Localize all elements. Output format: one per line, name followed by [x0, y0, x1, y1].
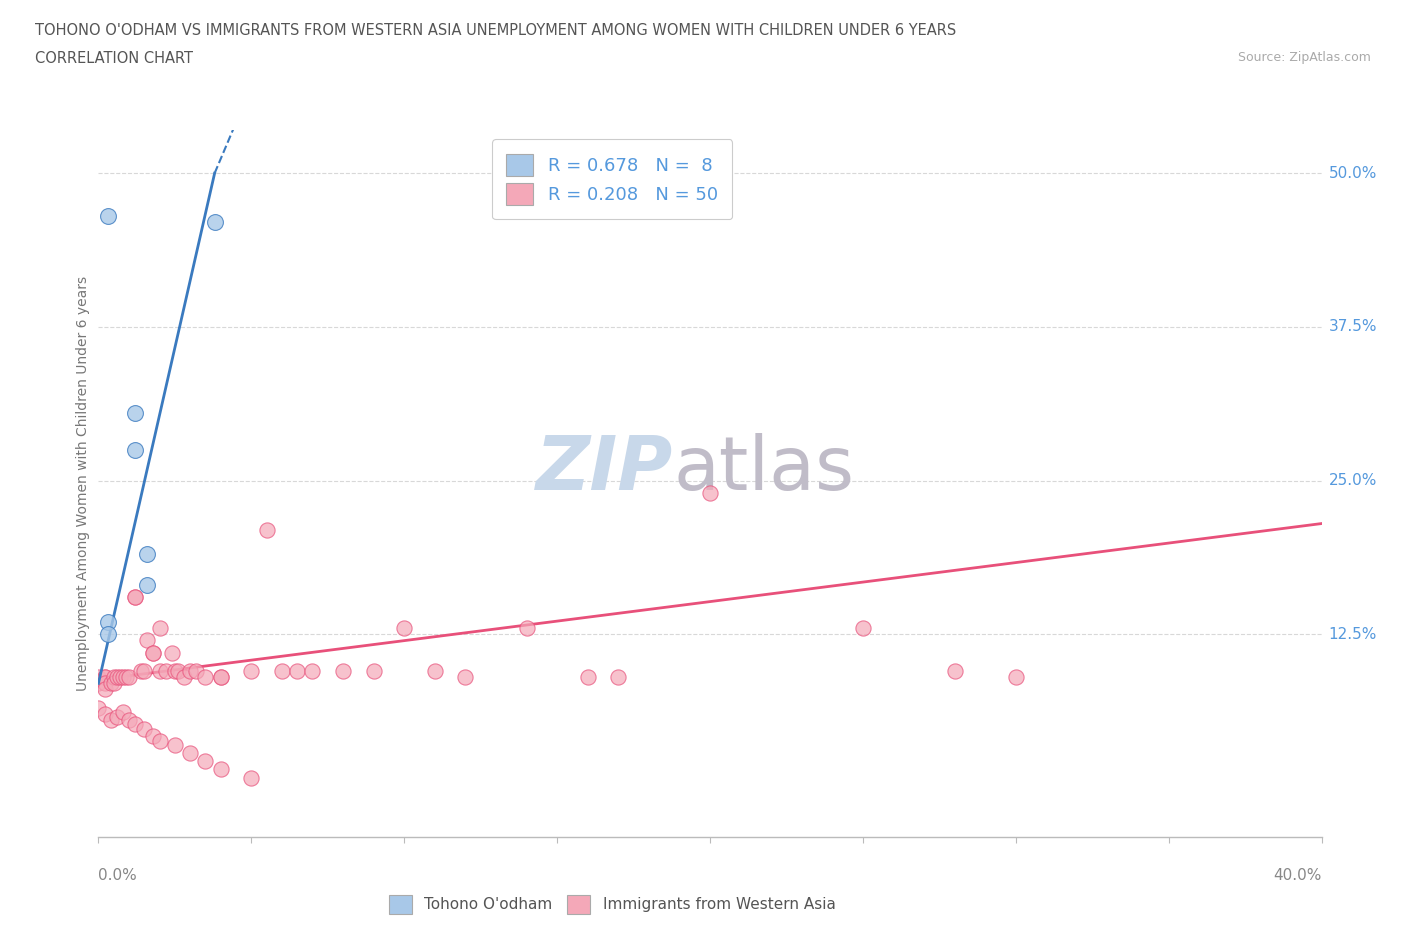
Point	[270, 664, 292, 679]
Point	[149, 734, 172, 749]
Point	[115, 670, 138, 684]
Point	[124, 590, 146, 604]
Point	[87, 670, 110, 684]
Point	[93, 707, 115, 722]
Text: atlas: atlas	[673, 433, 855, 506]
Point	[142, 729, 165, 744]
Point	[576, 670, 599, 684]
Point	[103, 670, 125, 684]
Y-axis label: Unemployment Among Women with Children Under 6 years: Unemployment Among Women with Children U…	[76, 276, 90, 691]
Text: CORRELATION CHART: CORRELATION CHART	[35, 51, 193, 66]
Point	[607, 670, 630, 684]
Point	[124, 590, 146, 604]
Point	[301, 664, 323, 679]
Point	[167, 664, 190, 679]
Point	[134, 664, 156, 679]
Point	[155, 664, 177, 679]
Point	[118, 712, 141, 727]
Point	[163, 664, 186, 679]
Text: Source: ZipAtlas.com: Source: ZipAtlas.com	[1237, 51, 1371, 64]
Point	[134, 722, 156, 737]
Point	[179, 746, 201, 761]
Point	[285, 664, 308, 679]
Point	[186, 664, 208, 679]
Point	[1004, 670, 1026, 684]
Point	[240, 664, 263, 679]
Point	[149, 664, 172, 679]
Point	[142, 645, 165, 660]
Point	[332, 664, 354, 679]
Point	[97, 627, 120, 642]
Point	[105, 670, 128, 684]
Point	[105, 709, 128, 724]
Text: 12.5%: 12.5%	[1329, 627, 1376, 642]
Point	[100, 712, 122, 727]
Point	[256, 523, 278, 538]
Point	[111, 670, 134, 684]
Point	[392, 620, 416, 635]
Point	[852, 620, 875, 635]
Point	[100, 676, 122, 691]
Point	[142, 645, 165, 660]
Point	[136, 633, 159, 648]
Point	[97, 209, 120, 224]
Point	[179, 664, 201, 679]
Point	[129, 664, 152, 679]
Point	[93, 670, 115, 684]
Point	[194, 670, 217, 684]
Point	[136, 547, 159, 562]
Point	[209, 670, 232, 684]
Text: 37.5%: 37.5%	[1329, 319, 1376, 335]
Text: 50.0%: 50.0%	[1329, 166, 1376, 180]
Point	[209, 762, 232, 777]
Point	[124, 443, 146, 458]
Text: 0.0%: 0.0%	[98, 868, 138, 883]
Point	[118, 670, 141, 684]
Text: 40.0%: 40.0%	[1274, 868, 1322, 883]
Point	[454, 670, 477, 684]
Point	[209, 670, 232, 684]
Point	[160, 645, 183, 660]
Text: ZIP: ZIP	[536, 433, 673, 506]
Point	[943, 664, 966, 679]
Point	[194, 753, 217, 768]
Point	[699, 485, 721, 500]
Point	[173, 670, 195, 684]
Point	[93, 670, 115, 684]
Text: TOHONO O'ODHAM VS IMMIGRANTS FROM WESTERN ASIA UNEMPLOYMENT AMONG WOMEN WITH CHI: TOHONO O'ODHAM VS IMMIGRANTS FROM WESTER…	[35, 23, 956, 38]
Point	[149, 620, 172, 635]
Point	[363, 664, 385, 679]
Point	[108, 670, 131, 684]
Point	[103, 676, 125, 691]
Point	[87, 700, 110, 715]
Point	[87, 676, 110, 691]
Point	[124, 716, 146, 731]
Point	[111, 704, 134, 719]
Text: 25.0%: 25.0%	[1329, 473, 1376, 488]
Point	[93, 682, 115, 697]
Legend: Tohono O'odham, Immigrants from Western Asia: Tohono O'odham, Immigrants from Western …	[381, 887, 844, 922]
Point	[163, 737, 186, 752]
Point	[204, 215, 226, 230]
Point	[240, 771, 263, 786]
Point	[423, 664, 446, 679]
Point	[93, 676, 115, 691]
Point	[516, 620, 538, 635]
Point	[97, 615, 120, 630]
Point	[136, 578, 159, 592]
Point	[124, 405, 146, 420]
